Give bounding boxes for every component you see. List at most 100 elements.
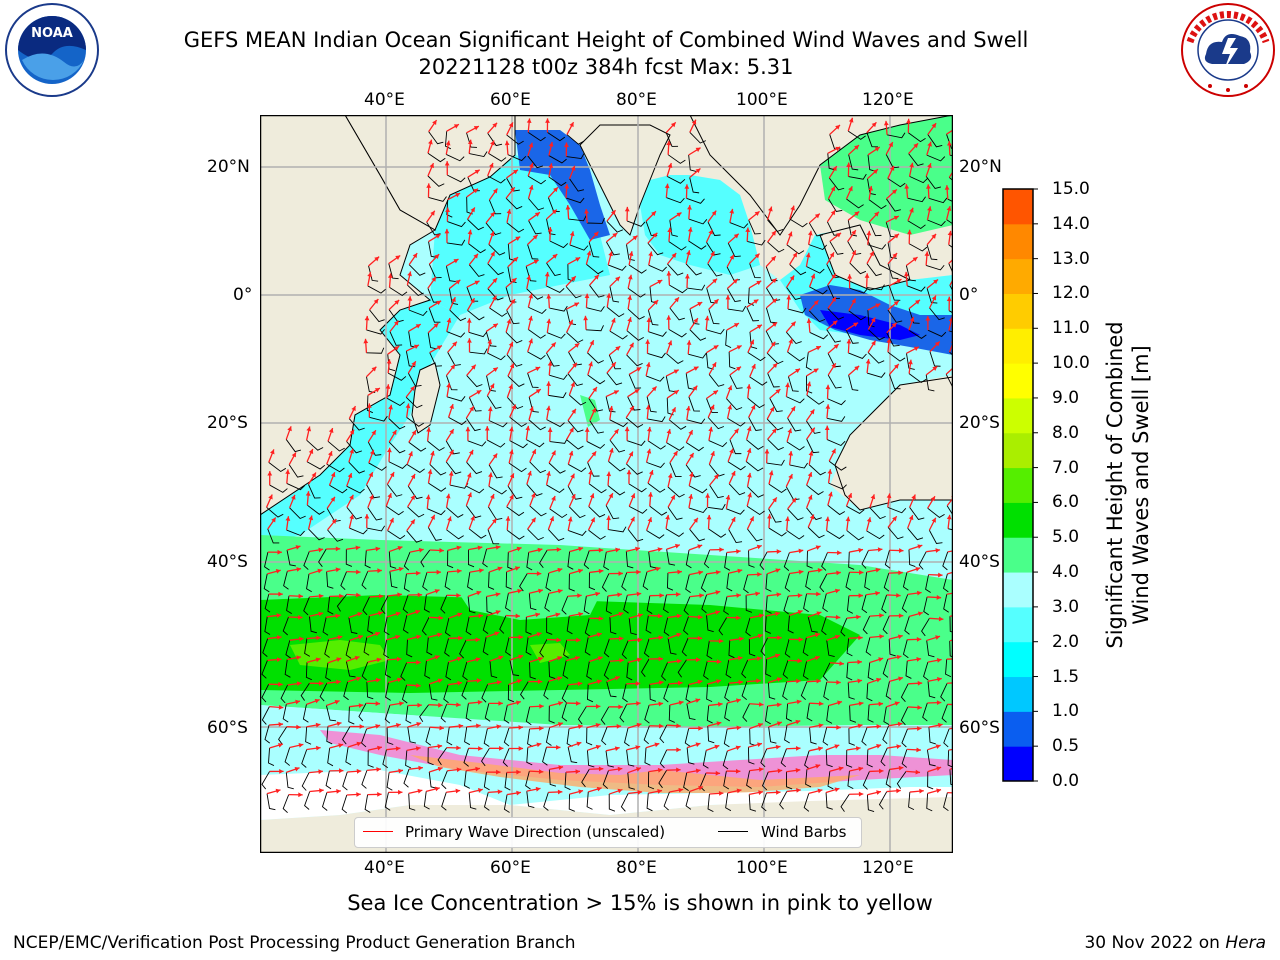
wind-barb [508,462,527,473]
wave-direction-arrowhead [873,169,878,175]
wave-direction-arrowhead [777,768,783,774]
wave-direction-arrowhead [356,592,361,598]
wind-barb [608,264,627,271]
wind-barb [603,638,610,658]
wave-direction-arrow [946,497,953,507]
wave-direction-arrowhead [570,473,575,479]
wind-barb [646,396,657,413]
wave-direction-arrowhead [736,366,742,372]
wind-barb [585,325,604,332]
wind-barb [865,637,872,656]
wave-direction-arrowhead [715,570,721,575]
wave-direction-arrowhead [659,593,664,598]
wave-direction-arrowhead [670,122,676,128]
wave-direction-arrowhead [836,679,841,685]
wind-barb [759,551,768,570]
wave-direction-arrowhead [606,515,611,521]
wind-barb [586,727,593,746]
wave-direction-arrowhead [553,187,558,193]
wind-barb [908,153,924,167]
wave-direction-arrowhead [667,340,673,346]
wind-barb [465,505,482,519]
wind-barb [509,659,520,677]
map-legend: Primary Wave Direction (unscaled) Wind B… [354,817,862,848]
wind-barb [427,747,434,766]
wave-direction-arrowhead [456,767,462,773]
wave-direction-arrowhead [814,632,820,638]
wave-direction-arrowhead [574,655,580,661]
wind-barb [264,724,271,744]
wind-barb [729,222,749,229]
wind-barb [808,222,823,237]
wind-barb [942,551,949,571]
wave-direction-arrowhead [636,367,642,372]
wave-direction-arrowhead [537,656,543,662]
wind-barb [406,530,423,543]
wave-direction-arrowhead [572,362,577,368]
wind-barb [301,749,308,768]
wave-direction-arrowhead [437,743,443,749]
wave-direction-arrowhead [319,788,324,793]
wind-barb [488,464,503,479]
wind-barb [348,418,365,431]
wave-direction-arrowhead [854,365,860,371]
wind-barb [722,750,729,770]
wave-direction-arrowhead [711,210,717,216]
wind-barb [429,464,447,476]
wind-barb [725,659,732,679]
wave-direction-arrowhead [285,516,291,521]
wind-barb [904,616,910,635]
wave-direction-arrowhead [355,545,361,551]
wind-barb [387,530,406,540]
wave-direction-arrowhead [931,295,937,301]
wave-direction-arrowhead [896,744,902,749]
wave-direction-arrowhead [611,317,616,323]
wind-barb [686,703,696,720]
wave-direction-arrowhead [366,403,372,408]
wind-barb [285,640,292,659]
wind-barb [505,637,511,656]
wind-barb [826,329,841,343]
wave-direction-arrowhead [757,572,762,577]
wave-direction-arrowhead [467,492,472,498]
wave-direction-arrowhead [749,339,755,345]
wave-direction-arrowhead [925,316,931,321]
wave-direction-arrowhead [591,407,596,413]
wind-barb [264,616,271,635]
wave-direction-arrowhead [537,679,543,685]
wind-barb [482,548,488,568]
wind-barb [689,528,705,542]
wind-barb [284,659,291,678]
wave-direction-arrowhead [893,215,899,221]
wave-direction-arrowhead [318,547,324,553]
wave-direction-arrowhead [374,256,380,262]
wind-barb [545,727,552,746]
wave-direction-arrowhead [437,766,443,772]
wind-barb [945,659,952,678]
wind-barb [261,660,268,679]
wave-direction-arrowhead [674,543,680,549]
wave-direction-arrowhead [578,789,584,795]
wind-barb [761,771,769,791]
wind-barb [703,549,711,569]
wave-direction-arrowhead [285,469,291,475]
colorbar-border [1002,188,1034,782]
wind-barb [566,153,585,160]
wind-barb [543,792,549,811]
wind-barb [509,416,527,428]
wave-direction-arrowhead [947,141,952,146]
wave-direction-arrowhead [936,700,942,706]
wind-barb [408,309,428,317]
lat-tick-left-eq: 0° [233,285,253,305]
wind-barb [468,264,485,277]
wind-barb [727,242,741,258]
colorbar-segment [1003,606,1033,643]
wind-barb [747,287,755,306]
wind-barb [425,727,432,746]
wave-direction-arrowhead [654,742,660,748]
wave-direction-arrowhead [896,279,902,284]
wave-direction-arrowhead [927,206,932,212]
wind-barb [507,552,514,570]
noaa-logo: NOAA [5,3,99,97]
colorbar-segment [1003,189,1033,225]
